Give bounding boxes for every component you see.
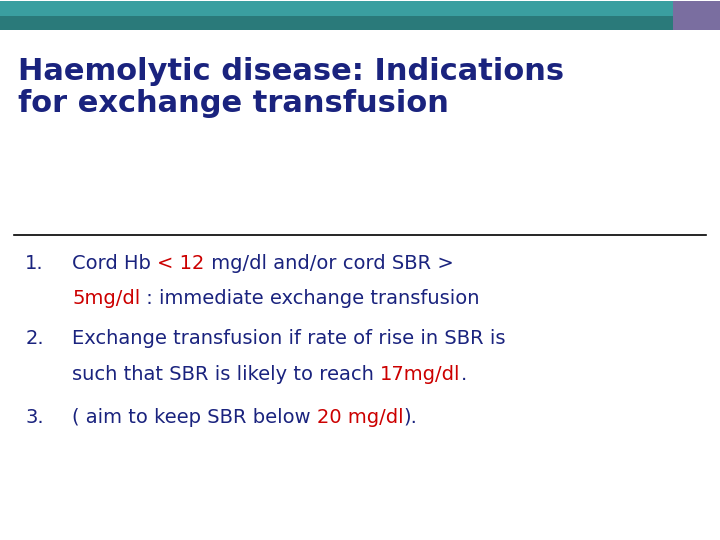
Text: 2.: 2.	[25, 329, 44, 348]
Bar	[673, 1, 720, 30]
Text: Haemolytic disease: Indications
for exchange transfusion: Haemolytic disease: Indications for exch…	[18, 57, 564, 118]
Text: 20 mg/dl: 20 mg/dl	[317, 408, 403, 427]
Text: 5mg/dl: 5mg/dl	[72, 289, 140, 308]
Text: ).: ).	[403, 408, 418, 427]
Text: mg/dl and/or cord SBR >: mg/dl and/or cord SBR >	[204, 254, 454, 273]
Text: ( aim to keep SBR below: ( aim to keep SBR below	[72, 408, 317, 427]
Text: .: .	[461, 364, 467, 383]
Bar	[0, 1, 720, 16]
Text: 1.: 1.	[25, 254, 44, 273]
Bar	[0, 16, 673, 30]
Text: : immediate exchange transfusion: : immediate exchange transfusion	[140, 289, 480, 308]
Text: such that SBR is likely to reach: such that SBR is likely to reach	[72, 364, 380, 383]
Text: < 12: < 12	[157, 254, 204, 273]
Text: Cord Hb: Cord Hb	[72, 254, 157, 273]
Text: 17mg/dl: 17mg/dl	[380, 364, 461, 383]
Text: 3.: 3.	[25, 408, 44, 427]
Text: Exchange transfusion if rate of rise in SBR is: Exchange transfusion if rate of rise in …	[72, 329, 505, 348]
